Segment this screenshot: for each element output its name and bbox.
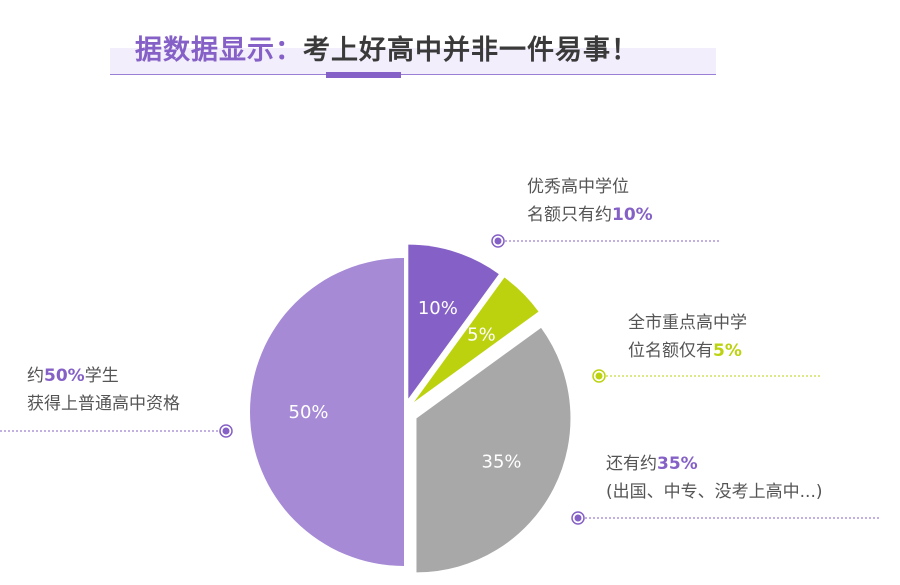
leader-dot-center-50 <box>222 427 230 435</box>
pie-slice-label-50: 50% <box>289 402 329 423</box>
pie-slice-10 <box>408 244 499 399</box>
annotation-50-text-post: 学生 <box>84 366 119 386</box>
title-rest: 考上好高中并非一件易事！ <box>303 35 639 66</box>
pie-slice-label-5: 5% <box>467 325 496 346</box>
annotation-10-line1: 优秀高中学位 <box>527 177 629 197</box>
annotation-5-value: 5% <box>713 341 742 361</box>
pie-slice-35 <box>416 327 571 573</box>
annotation-50-value: 50% <box>44 366 85 386</box>
annotation-35-line2: (出国、中专、没考上高中...) <box>606 482 823 502</box>
leader-dot-center-5 <box>595 372 603 380</box>
annotation-50-text: 约 <box>27 366 44 386</box>
annotation-50-line2: 获得上普通高中资格 <box>27 394 180 414</box>
annotation-5-line1: 全市重点高中学 <box>628 313 747 333</box>
leader-dot-center-10 <box>494 237 502 245</box>
annotation-50: 约50%学生 获得上普通高中资格 <box>27 362 180 418</box>
page-title: 据数据显示：考上好高中并非一件易事！ <box>135 28 639 67</box>
leader-dot-center-35 <box>574 514 582 522</box>
title-underline-accent <box>326 72 401 78</box>
annotation-10: 优秀高中学位 名额只有约10% <box>527 173 653 229</box>
pie-slice-label-10: 10% <box>418 298 458 319</box>
annotation-5-text: 位名额仅有 <box>628 341 713 361</box>
annotation-5: 全市重点高中学 位名额仅有5% <box>628 309 747 365</box>
pie-slice-50 <box>250 258 404 566</box>
pie-slice-label-35: 35% <box>482 452 522 473</box>
annotation-35: 还有约35% (出国、中专、没考上高中...) <box>606 450 822 506</box>
pie-slice-5 <box>413 277 539 403</box>
title-highlight: 据数据显示： <box>135 35 303 66</box>
annotation-10-value: 10% <box>612 205 653 225</box>
annotation-35-value: 35% <box>657 454 698 474</box>
annotation-35-text: 还有约 <box>606 454 657 474</box>
annotation-10-text: 名额只有约 <box>527 205 612 225</box>
title-band <box>110 48 716 75</box>
